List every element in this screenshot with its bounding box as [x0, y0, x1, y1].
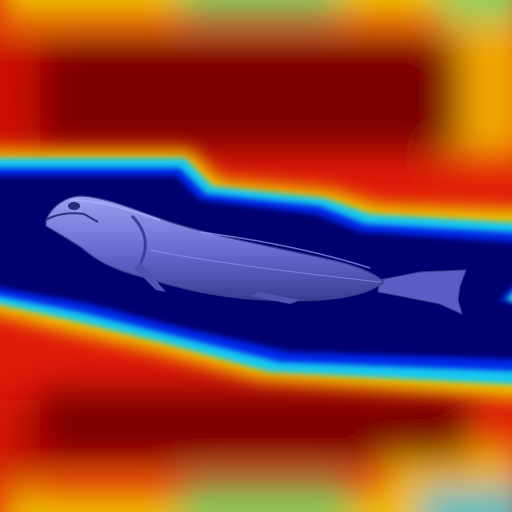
fish	[45, 195, 467, 315]
fish-tail	[377, 269, 467, 315]
fish-highlight	[69, 199, 161, 221]
heatmap-top-region	[0, 0, 512, 160]
heatmap-bottom-region	[0, 390, 512, 512]
fish-body	[45, 195, 385, 302]
fish-dorsal-fin	[199, 231, 371, 269]
fish-pectoral-fin	[134, 262, 166, 292]
fish-belly-fin	[250, 292, 300, 304]
fish-jaw	[45, 212, 99, 223]
fish-eye	[68, 202, 80, 210]
fish-lateral-line	[149, 249, 381, 283]
